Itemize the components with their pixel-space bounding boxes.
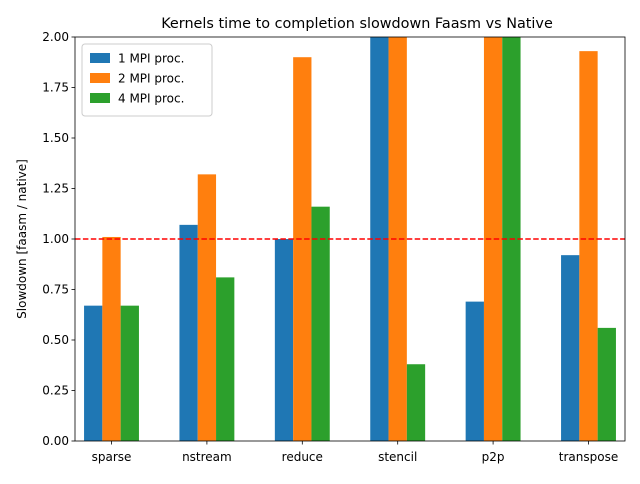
bar-reduce-series-2 — [293, 57, 312, 441]
bar-nstream-series-2 — [197, 174, 217, 442]
bar-reduce-series-1 — [274, 239, 294, 441]
y-tick-label: 0.25 — [42, 384, 69, 398]
bar-stencil-series-2 — [388, 37, 407, 441]
x-tick-label: reduce — [282, 450, 323, 464]
axes-group: 0.00 0.25 0.50 0.75 1.00 1.25 1.50 1.75 2.00 spar… — [42, 30, 626, 464]
bar-sparse-series-1 — [84, 305, 103, 441]
legend-swatch — [90, 53, 110, 63]
y-tick-label: 1.25 — [42, 182, 69, 196]
legend-label: 2 MPI proc. — [118, 72, 184, 86]
legend-swatch — [90, 73, 110, 83]
y-tick-label: 2.00 — [42, 30, 69, 44]
bar-transpose-series-2 — [579, 51, 598, 441]
bar-p2p-series-1 — [465, 301, 484, 441]
x-tick-label: nstream — [182, 450, 232, 464]
bar-sparse-series-2 — [102, 236, 121, 441]
bar-p2p-series-2 — [483, 37, 503, 441]
bar-stencil-series-3 — [406, 364, 426, 441]
legend-box — [81, 43, 213, 117]
y-tick-label: 1.50 — [42, 131, 69, 145]
y-tick-label: 0.00 — [42, 434, 69, 448]
legend-swatch — [90, 93, 110, 103]
y-tick-label: 1.75 — [42, 81, 69, 95]
legend-label: 1 MPI proc. — [118, 52, 184, 66]
bar-sparse-series-3 — [120, 305, 139, 441]
y-tick-label: 0.75 — [42, 283, 69, 297]
chart-title: Kernels time to completion slowdown Faas… — [161, 16, 553, 32]
bar-transpose-series-3 — [597, 327, 616, 441]
bar-nstream-series-1 — [179, 224, 198, 441]
bar-nstream-series-3 — [216, 277, 235, 441]
x-tick-label: sparse — [92, 450, 132, 464]
x-tick-label: p2p — [482, 450, 505, 464]
bar-transpose-series-1 — [561, 255, 580, 441]
legend-label: 4 MPI proc. — [118, 92, 184, 106]
legend: 1 MPI proc. 2 MPI proc. 4 MPI proc. — [81, 43, 213, 117]
y-axis-label: Slowdown [faasm / native] — [15, 159, 29, 319]
x-tick-label: stencil — [378, 450, 417, 464]
bar-reduce-series-3 — [311, 206, 330, 441]
y-tick-label: 1.00 — [42, 232, 69, 246]
x-tick-label: transpose — [559, 450, 618, 464]
y-tick-label: 0.50 — [42, 333, 69, 347]
